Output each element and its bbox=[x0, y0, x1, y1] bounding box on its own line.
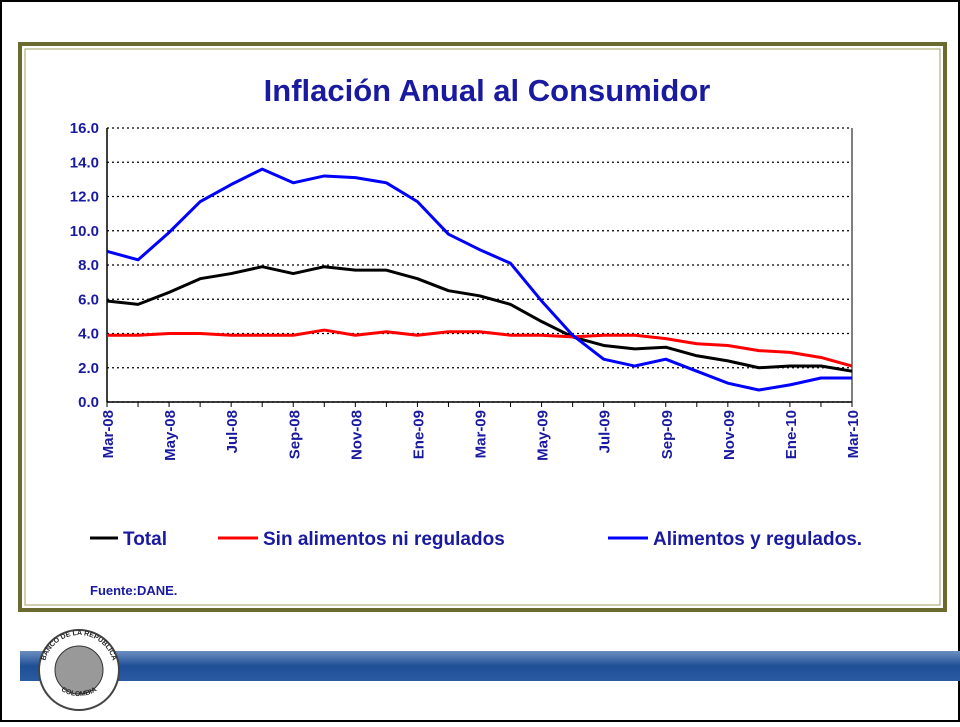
series-line bbox=[106, 265, 853, 373]
x-tick-label: Mar-08 bbox=[100, 410, 117, 458]
logo-face bbox=[54, 645, 104, 695]
x-tick-label: Jul-09 bbox=[597, 410, 614, 453]
y-tick-label: 4.0 bbox=[78, 326, 99, 343]
logo-bottom: COLOMBIA bbox=[60, 686, 98, 698]
x-tick-label: Sep-09 bbox=[659, 410, 676, 459]
y-tick-label: 10.0 bbox=[70, 223, 99, 240]
y-tick-label: 8.0 bbox=[78, 257, 99, 274]
series-line bbox=[107, 328, 853, 368]
y-tick-label: 16.0 bbox=[70, 120, 99, 137]
source-note: Fuente:DANE. bbox=[90, 583, 177, 598]
x-tick-label: Sep-08 bbox=[286, 410, 303, 459]
x-tick-label: Nov-09 bbox=[721, 410, 738, 460]
chart-title: Inflación Anual al Consumidor bbox=[264, 73, 711, 108]
chart-frame bbox=[18, 42, 947, 612]
x-tick-label: Ene-09 bbox=[410, 410, 427, 459]
legend-label: Sin alimentos ni regulados bbox=[263, 529, 505, 550]
chart-frame-inner bbox=[24, 48, 941, 606]
series-line bbox=[106, 167, 852, 392]
logo-text: COLOMBIA bbox=[60, 686, 98, 698]
x-tick-label: Ene-10 bbox=[783, 410, 800, 459]
x-tick-label: May-08 bbox=[162, 410, 179, 461]
x-tick-label: Jul-08 bbox=[224, 410, 241, 453]
y-tick-label: 0.0 bbox=[78, 394, 99, 411]
x-tick-label: Mar-09 bbox=[473, 410, 490, 458]
y-tick-label: 14.0 bbox=[70, 154, 99, 171]
x-tick-label: May-09 bbox=[535, 410, 552, 461]
y-tick-label: 6.0 bbox=[78, 291, 99, 308]
legend-label: Total bbox=[123, 529, 167, 550]
x-tick-label: Nov-08 bbox=[348, 410, 365, 460]
x-tick-label: Mar-10 bbox=[845, 410, 862, 458]
legend-label: Alimentos y regulados. bbox=[653, 529, 862, 550]
y-tick-label: 12.0 bbox=[70, 189, 99, 206]
y-tick-label: 2.0 bbox=[78, 360, 99, 377]
footer-band bbox=[20, 651, 960, 681]
